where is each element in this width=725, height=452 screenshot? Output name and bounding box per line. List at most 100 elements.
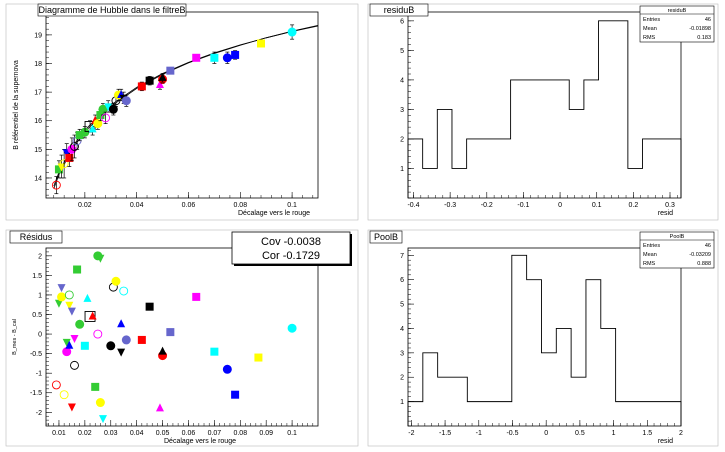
y-tick-label: 19 [34, 32, 42, 39]
y-tick-label: 0 [38, 332, 42, 339]
stats-mean-label: Mean [643, 26, 657, 32]
stats-entries-label: Entries [643, 243, 660, 249]
data-point [70, 360, 79, 370]
x-tick-label: 1.5 [642, 430, 652, 437]
x-tick-label: 0.01 [52, 430, 66, 437]
x-tick-label: 0.08 [233, 430, 247, 437]
histogram-bin [467, 402, 482, 426]
x-tick-label: 0.08 [233, 202, 247, 209]
data-point [101, 113, 111, 123]
stats-title: PoolB [670, 234, 685, 240]
stats-rms-value: 0.183 [697, 35, 711, 41]
data-point [88, 311, 97, 320]
plot-2: -0.4 -0.3 -0.2 -0.1 0 0.1 0.2 0.3123456residuBr… [369, 3, 715, 217]
x-tick-label: -0.1 [517, 202, 529, 209]
data-point [166, 66, 175, 75]
x-tick-label: 0.5 [575, 430, 585, 437]
y-tick-label: 6 [400, 18, 404, 25]
data-point [158, 72, 167, 81]
data-point [51, 380, 61, 390]
histogram-bin [571, 377, 586, 426]
data-point [106, 341, 116, 351]
x-tick-label: -1 [476, 430, 482, 437]
y-tick-label: 4 [400, 77, 404, 84]
x-tick-label: 0.06 [182, 202, 196, 209]
y-tick-label: 14 [34, 175, 42, 182]
data-point [54, 165, 63, 174]
x-tick-label: -2 [408, 430, 414, 437]
chart-title: Résidus [20, 232, 53, 242]
y-tick-label: 7 [400, 253, 404, 260]
data-point [70, 142, 79, 151]
histogram-bin [525, 80, 540, 198]
data-point [95, 398, 105, 408]
histogram-bin [584, 80, 599, 198]
histogram-bin [613, 21, 628, 198]
chart-title: Diagramme de Hubble dans le filtreB [38, 5, 185, 15]
histogram-bin [438, 377, 453, 426]
x-tick-label: 0 [544, 430, 548, 437]
histogram-bin [467, 139, 482, 198]
x-tick-label: 0.2 [628, 202, 638, 209]
data-point [59, 390, 69, 400]
data-point [104, 103, 113, 112]
stats-box: PoolB Entries 46 Mean -0.03209 RMS 0.888 [639, 231, 715, 269]
panel-frame-4 [367, 229, 719, 447]
y-tick-label: -1 [36, 371, 42, 378]
plot-area [45, 247, 319, 427]
data-point [111, 276, 121, 286]
x-axis-label: resid [658, 210, 673, 217]
data-point [155, 79, 164, 88]
x-tick-label: 0.05 [156, 430, 170, 437]
data-point [62, 338, 71, 347]
stats-rms-label: RMS [643, 261, 656, 267]
histogram-bin [616, 402, 631, 426]
plot-3: 0.01 0.02 0.03 0.04 0.05 0.06 0.07 0.08 0.09 0.1 -… [9, 230, 352, 445]
x-tick-label: 0 [558, 202, 562, 209]
title-box [369, 3, 429, 17]
data-point [96, 111, 105, 120]
data-point [287, 27, 297, 37]
stats-frame [639, 231, 715, 269]
data-point [166, 328, 175, 337]
data-point [117, 319, 126, 328]
x-axis-label: Décalage vers le rouge [164, 438, 236, 445]
data-point [75, 131, 84, 140]
panel-frame-2 [367, 3, 719, 221]
y-tick-label: 1 [400, 399, 404, 406]
data-point [98, 415, 107, 424]
stats-entries-label: Entries [643, 17, 660, 23]
data-point [93, 119, 103, 129]
y-tick-label: -1.5 [30, 390, 42, 397]
stats-box: residuB Entries 46 Mean -0.01898 RMS 0.183 [639, 5, 715, 43]
data-point [57, 284, 66, 293]
chart-title: residuB [384, 5, 415, 15]
data-point [145, 76, 154, 85]
stats-title: residuB [668, 8, 687, 14]
data-point [108, 104, 118, 114]
data-point [98, 104, 108, 114]
stats-rms-value: 0.888 [697, 261, 711, 267]
y-tick-label: 6 [400, 277, 404, 284]
histogram-bin [556, 328, 571, 426]
y-tick-label: 15 [34, 147, 42, 154]
x-tick-label: 0.02 [78, 202, 92, 209]
data-point [67, 403, 76, 412]
histogram-bin [423, 168, 438, 198]
stats-frame [639, 5, 715, 43]
data-point [96, 254, 105, 263]
histogram-bin [643, 139, 658, 198]
data-point [119, 286, 129, 296]
histogram-bin [555, 80, 570, 198]
fit-curve [53, 25, 319, 187]
stats-mean-label: Mean [643, 252, 657, 258]
x-tick-label: 0.04 [130, 430, 144, 437]
data-point [93, 329, 103, 339]
stats-mean-value: -0.03209 [689, 252, 711, 258]
data-point [192, 53, 201, 62]
plot-area [407, 11, 682, 199]
data-point [51, 180, 61, 190]
data-point [210, 53, 219, 62]
data-point [192, 292, 201, 301]
histogram-bin [645, 402, 660, 426]
